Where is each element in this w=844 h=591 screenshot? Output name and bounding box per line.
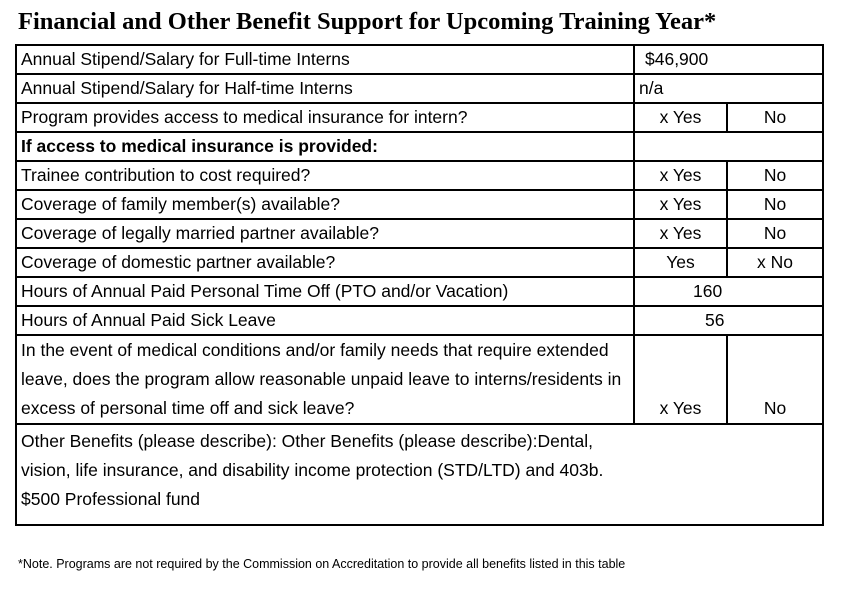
table-row-unpaid-leave: In the event of medical conditions and/o…	[15, 334, 825, 425]
medical-access-no: No	[725, 102, 825, 133]
if-access-empty-cell	[632, 131, 825, 162]
half-time-stipend-label: Annual Stipend/Salary for Half-time Inte…	[15, 73, 635, 104]
married-partner-label: Coverage of legally married partner avai…	[15, 218, 635, 249]
half-time-stipend-value: n/a	[632, 73, 825, 104]
other-benefits-text: Other Benefits (please describe): Other …	[14, 423, 825, 526]
sick-leave-label: Hours of Annual Paid Sick Leave	[15, 305, 635, 336]
domestic-partner-yes: Yes	[633, 247, 728, 278]
table-row-pto: Hours of Annual Paid Personal Time Off (…	[15, 276, 825, 307]
trainee-contribution-no: No	[725, 160, 825, 191]
family-coverage-no: No	[725, 189, 825, 220]
married-partner-no: No	[725, 218, 825, 249]
table-row-half-time: Annual Stipend/Salary for Half-time Inte…	[15, 73, 825, 104]
family-coverage-label: Coverage of family member(s) available?	[15, 189, 635, 220]
unpaid-leave-no: No	[725, 334, 825, 425]
table-row-sick-leave: Hours of Annual Paid Sick Leave 56	[15, 305, 825, 336]
table-row-trainee-contribution: Trainee contribution to cost required? x…	[15, 160, 825, 191]
table-row-full-time: Annual Stipend/Salary for Full-time Inte…	[15, 44, 825, 75]
pto-value: 160	[632, 276, 825, 307]
pto-label: Hours of Annual Paid Personal Time Off (…	[15, 276, 635, 307]
full-time-stipend-label: Annual Stipend/Salary for Full-time Inte…	[15, 44, 635, 75]
trainee-contribution-yes: x Yes	[633, 160, 728, 191]
full-time-stipend-value: $46,900	[632, 44, 825, 75]
medical-access-yes: x Yes	[633, 102, 728, 133]
family-coverage-yes: x Yes	[633, 189, 728, 220]
benefits-table: Annual Stipend/Salary for Full-time Inte…	[14, 44, 825, 526]
domestic-partner-label: Coverage of domestic partner available?	[15, 247, 635, 278]
page-title: Financial and Other Benefit Support for …	[18, 8, 717, 35]
footnote: *Note. Programs are not required by the …	[18, 557, 626, 571]
sick-leave-value: 56	[632, 305, 825, 336]
table-row-family-coverage: Coverage of family member(s) available? …	[15, 189, 825, 220]
table-row-domestic-partner: Coverage of domestic partner available? …	[15, 247, 825, 278]
unpaid-leave-yes: x Yes	[633, 334, 728, 425]
table-row-other-benefits: Other Benefits (please describe): Other …	[14, 423, 825, 526]
table-row-married-partner: Coverage of legally married partner avai…	[15, 218, 825, 249]
table-row-if-access: If access to medical insurance is provid…	[15, 131, 825, 162]
married-partner-yes: x Yes	[633, 218, 728, 249]
medical-access-label: Program provides access to medical insur…	[15, 102, 635, 133]
unpaid-leave-label: In the event of medical conditions and/o…	[15, 334, 635, 425]
domestic-partner-no: x No	[725, 247, 825, 278]
trainee-contribution-label: Trainee contribution to cost required?	[15, 160, 635, 191]
if-access-heading: If access to medical insurance is provid…	[15, 131, 635, 162]
table-row-medical-access: Program provides access to medical insur…	[15, 102, 825, 133]
